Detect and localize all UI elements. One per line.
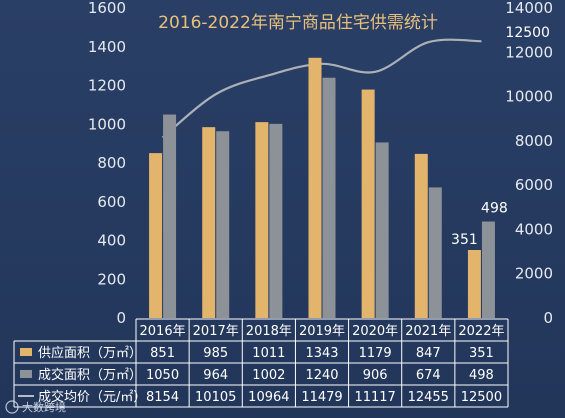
right-tick-label: 4000 — [515, 220, 553, 238]
right-tick-label: 14000 — [505, 0, 553, 17]
supply-bar — [467, 249, 481, 318]
left-tick-label: 1000 — [88, 115, 126, 133]
table-cell: 12500 — [461, 390, 502, 405]
table-cell: 964 — [203, 368, 228, 383]
supply-bar — [308, 57, 322, 318]
row-label: 供应面积（万㎡） — [38, 345, 142, 361]
supply-bar — [361, 89, 375, 318]
chart-title: 2016-2022年南宁商品住宅供需统计 — [158, 13, 438, 33]
left-tick-label: 800 — [97, 154, 126, 172]
left-tick-label: 600 — [97, 193, 126, 211]
deal-bar — [216, 131, 230, 318]
left-tick-label: 200 — [97, 270, 126, 288]
watermark: 大数跨境 — [5, 400, 66, 414]
table-cell: 1240 — [305, 368, 338, 383]
deal-bar — [269, 123, 283, 318]
table-cell: 498 — [469, 368, 494, 383]
left-tick-label: 1600 — [88, 0, 126, 17]
table-cell: 674 — [416, 368, 441, 383]
table-cell: 10964 — [248, 390, 289, 405]
supply-data-label: 351 — [451, 232, 478, 248]
table-cell: 985 — [203, 346, 228, 361]
right-axis-ticks: 0 2000 4000 6000 8000 10000 12000 14000 — [505, 0, 553, 327]
category-label: 2018年 — [246, 324, 292, 339]
table-cell: 12455 — [408, 390, 449, 405]
category-label: 2016年 — [140, 324, 186, 339]
table-cell: 11479 — [301, 390, 342, 405]
table-cell: 847 — [416, 346, 441, 361]
right-tick-label: 0 — [543, 309, 553, 327]
table-cell: 8154 — [146, 390, 179, 405]
table-cell: 1050 — [146, 368, 179, 383]
category-label: 2019年 — [299, 324, 345, 339]
table-cell: 10105 — [195, 390, 236, 405]
deal-data-label: 498 — [481, 201, 508, 217]
table-cell: 351 — [469, 346, 494, 361]
supply-bar — [149, 153, 163, 318]
right-tick-label: 12000 — [505, 43, 553, 61]
watermark-text: 大数跨境 — [22, 400, 66, 414]
deal-bar — [163, 114, 177, 318]
price-line-layer — [161, 38, 482, 139]
table-cell: 906 — [363, 368, 388, 383]
table-cell: 1343 — [305, 346, 338, 361]
deal-bar — [428, 187, 442, 318]
legend-swatch — [20, 348, 32, 356]
table-cell: 1002 — [252, 368, 285, 383]
table-cell: 11117 — [354, 390, 395, 405]
category-label: 2022年 — [458, 324, 504, 339]
table-cell: 1179 — [359, 346, 392, 361]
left-tick-label: 400 — [97, 232, 126, 250]
table-cell: 851 — [150, 346, 175, 361]
data-table: 2016年 2017年 2018年 2019年 2020年 2021年 2022年供应面积（… — [13, 318, 509, 408]
bars-layer — [149, 57, 495, 319]
deal-bar — [481, 221, 495, 318]
deal-bar — [375, 142, 389, 318]
left-tick-label: 1400 — [88, 38, 126, 56]
right-tick-label: 6000 — [515, 176, 553, 194]
row-label: 成交面积（万㎡） — [38, 367, 142, 383]
right-tick-label: 8000 — [515, 132, 553, 150]
right-tick-label: 2000 — [515, 265, 553, 283]
category-label: 2017年 — [193, 324, 239, 339]
left-tick-label: 0 — [116, 309, 126, 327]
watermark-logo-icon — [5, 400, 19, 414]
deal-bar — [322, 77, 336, 318]
supply-bar — [202, 127, 216, 318]
row-label: 成交均价（元/㎡） — [38, 389, 146, 405]
price-data-label: 12500 — [505, 25, 550, 41]
supply-bar — [414, 153, 428, 318]
price-line — [161, 38, 482, 139]
category-label: 2020年 — [352, 324, 398, 339]
left-axis-ticks: 0 200 400 600 800 1000 1200 1400 1600 — [88, 0, 126, 327]
category-label: 2021年 — [405, 324, 451, 339]
legend-swatch — [20, 370, 32, 378]
right-tick-label: 10000 — [505, 88, 553, 106]
table-cell: 1011 — [252, 346, 285, 361]
left-tick-label: 1200 — [88, 77, 126, 95]
supply-bar — [255, 122, 269, 319]
